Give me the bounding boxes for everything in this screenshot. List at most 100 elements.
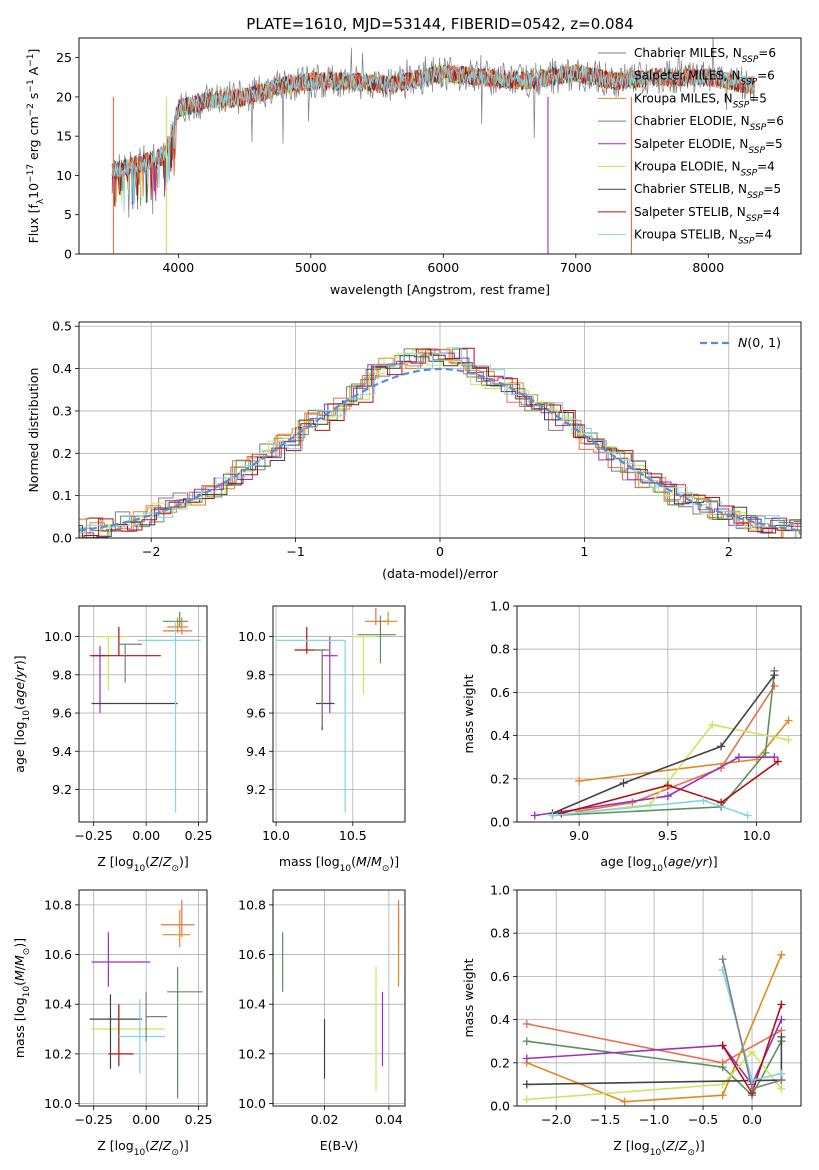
age_vs_mass-axes: 10.0 10.5 9.2 9.4 9.6 9.8 10.0 mass [log10(M/M⊙… [238,605,406,874]
x-tick-label: −0.25 [75,828,113,843]
weight-marker [770,681,779,690]
x-tick-label: 0.00 [132,1112,160,1127]
age_vs_z-plot-area [89,611,201,813]
weight-series-8 [718,955,786,1093]
y-tick-label: 0.0 [490,815,510,830]
spectrum-legend: Chabrier MILES, NSSP=6 Salpeter MILES, NS… [598,46,784,247]
error-point [118,999,166,1074]
x-tick-label: 10.0 [262,828,290,843]
x-tick-label: 0.25 [185,828,213,843]
legend-entry: Chabrier ELODIE, NSSP=6 [634,114,784,133]
mass_vs_z-axes: −0.25 0.00 0.25 10.0 10.2 10.4 10.6 10.8 Z [log1… [12,889,213,1158]
y-tick-label: 9.2 [52,782,72,797]
weight_vs_age-plot-area [530,666,793,820]
y-tick-label: 0.4 [490,1012,510,1027]
legend-entry: Salpeter MILES, NSSP=6 [634,69,775,88]
x-axis-label: Z [log10(Z/Z⊙)] [97,854,189,874]
x-tick-label: 1 [580,544,588,559]
x-tick-label: −1.0 [639,1112,669,1127]
x-tick-label: 0.04 [375,1112,403,1127]
legend-entry: Kroupa ELODIE, NSSP=4 [634,160,775,179]
legend-entry: Chabrier MILES, NSSP=6 [634,46,776,65]
x-tick-label: 8000 [692,260,724,275]
weight-marker [557,809,566,818]
histogram-6 [79,355,801,538]
weight-marker [717,742,726,751]
weight-marker [699,796,708,805]
y-tick-label: 9.2 [246,782,266,797]
y-tick-label: 10.2 [238,1046,266,1061]
histogram-5 [79,349,801,538]
error-point [91,1004,166,1054]
y-tick-label: 1.0 [490,883,510,898]
y-tick-label: 0.8 [490,926,510,941]
weight-marker [777,950,786,959]
y-tick-label: 10.0 [44,629,72,644]
histogram-2 [79,348,801,538]
y-tick-label: 9.8 [52,667,72,682]
x-tick-label: 2 [725,544,733,559]
weight-marker [619,779,628,788]
weight-marker [777,1015,786,1024]
weight-marker [530,811,539,820]
axes-frame [516,605,802,823]
y-tick-label: 0.8 [490,642,510,657]
x-axis-label: wavelength [Angstrom, rest frame] [330,282,550,297]
age_vs_mass-plot-area [276,607,398,813]
y-tick-label: 9.6 [246,706,266,721]
weight-marker [522,1054,531,1063]
weight-marker [748,1084,757,1093]
y-tick-label: 0.0 [52,531,72,546]
y-tick-label: 10.2 [44,1046,72,1061]
weight-marker [777,1076,786,1085]
weight-marker [718,955,727,964]
x-tick-label: 9.0 [569,828,589,843]
error-point [162,909,191,948]
y-tick-label: 15 [56,129,72,144]
x-tick-label: 0.0 [742,1112,762,1127]
weight-series-6 [718,1000,786,1098]
weight-series-0 [522,1019,786,1067]
axes-frame [78,37,802,255]
weight_vs_age-axes: 9.0 9.5 10.0 0.0 0.2 0.4 0.6 0.8 1.0 age [log10(a… [461,599,802,874]
weight-series-1 [522,950,786,1106]
error-point [137,621,201,813]
x-tick-label: 9.5 [658,828,678,843]
y-tick-label: 0.6 [490,969,510,984]
weight-marker [522,1037,531,1046]
axes-frame [272,605,406,823]
weight-marker [717,798,726,807]
histogram-7 [79,347,801,538]
legend-entry: Chabrier STELIB, NSSP=5 [634,182,781,201]
x-axis-label: mass [log10(M/M⊙)] [279,854,399,874]
mass_vs_ebv-plot-area [282,899,400,1092]
y-tick-label: 0 [64,247,72,262]
mass_vs_ebv-axes: 0.02 0.04 10.0 10.2 10.4 10.6 10.8 E(B-V) [238,889,406,1153]
y-tick-label: 0.4 [52,361,72,376]
y-tick-label: 9.8 [246,667,266,682]
weight-marker [708,720,717,729]
spectrum-line-8 [111,64,755,213]
x-axis-label: age [log10(age/yr)] [600,854,717,874]
y-tick-label: 9.6 [52,706,72,721]
error-point [91,627,161,657]
residuals-plot-area [79,347,801,538]
weight-marker [743,811,752,820]
weight-series-0 [575,681,779,816]
y-tick-label: 10.6 [238,947,266,962]
error-point [118,643,142,683]
weight-marker [777,1000,786,1009]
spectrum-plot-area [111,38,755,254]
y-axis-label: Normed distribution [26,368,41,493]
weight-marker [718,1063,727,1072]
error-point [322,636,338,714]
weight-marker [784,735,793,744]
x-tick-label: 7000 [560,260,592,275]
weight-marker [770,671,779,680]
weight-marker [777,1084,786,1093]
y-tick-label: 10 [56,168,72,183]
y-tick-label: 0.1 [52,488,72,503]
x-tick-label: 4000 [162,260,194,275]
weight-series-3 [530,753,779,820]
y-tick-label: 10.0 [238,1096,266,1111]
